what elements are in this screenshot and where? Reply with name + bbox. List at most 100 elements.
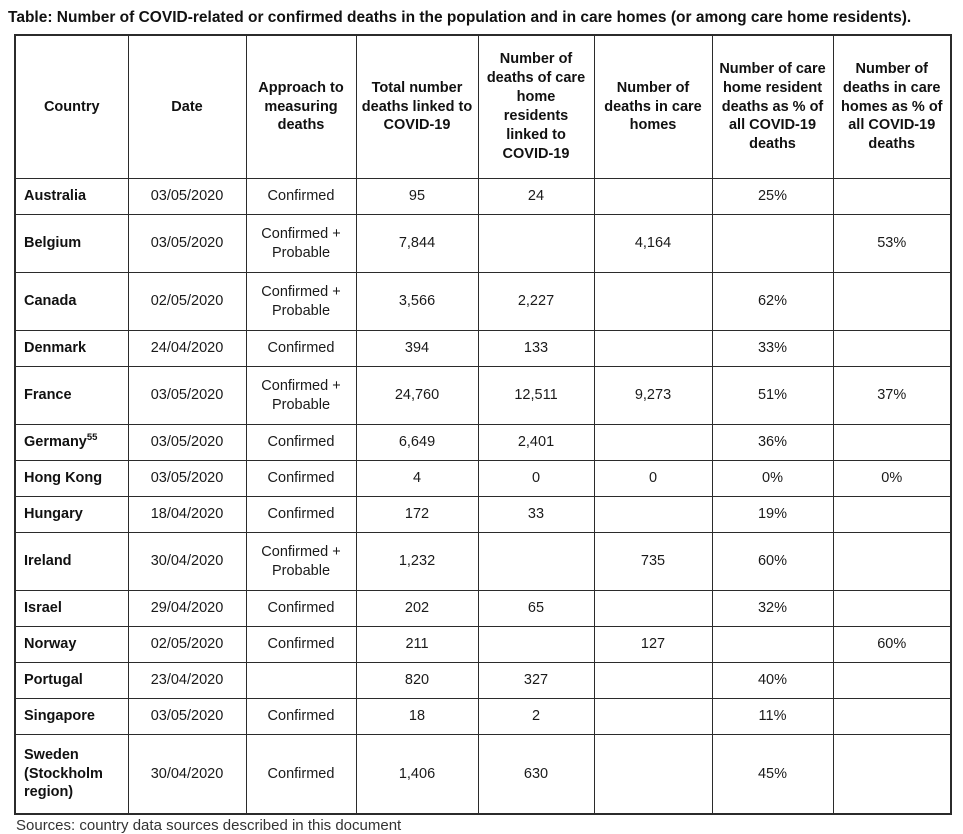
country-name: Ireland	[24, 553, 72, 570]
deaths-in-care-homes-cell	[593, 496, 713, 533]
table-row: France 03/05/2020 Confirmed + Probable 2…	[14, 366, 952, 425]
country-cell: Denmark	[14, 330, 129, 367]
care-home-resident-deaths-cell: 33	[477, 496, 595, 533]
approach-cell	[245, 662, 357, 699]
country-cell: Hungary	[14, 496, 129, 533]
resident-deaths-pct-cell: 33%	[711, 330, 834, 367]
page-title: Table: Number of COVID-related or confir…	[8, 9, 912, 26]
date-cell: 29/04/2020	[127, 590, 247, 627]
approach-cell: Confirmed + Probable	[245, 272, 357, 331]
deaths-in-care-homes-cell	[593, 178, 713, 215]
care-home-deaths-pct-cell	[832, 272, 952, 331]
country-cell: France	[14, 366, 129, 425]
date-cell: 30/04/2020	[127, 532, 247, 591]
care-home-resident-deaths-cell	[477, 214, 595, 273]
country-cell: Germany55	[14, 424, 129, 461]
deaths-in-care-homes-cell	[593, 330, 713, 367]
country-cell: Israel	[14, 590, 129, 627]
country-name: Singapore	[24, 708, 95, 725]
country-name: Israel	[24, 600, 62, 617]
resident-deaths-pct-cell: 32%	[711, 590, 834, 627]
approach-cell: Confirmed	[245, 626, 357, 663]
country-cell: Norway	[14, 626, 129, 663]
resident-deaths-pct-cell: 60%	[711, 532, 834, 591]
table-row: Australia 03/05/2020 Confirmed 95 24 25%	[14, 178, 952, 215]
country-cell: Singapore	[14, 698, 129, 735]
care-home-deaths-pct-cell: 37%	[832, 366, 952, 425]
column-header-0: Country	[14, 34, 129, 179]
care-home-resident-deaths-cell	[477, 626, 595, 663]
country-cell: Canada	[14, 272, 129, 331]
care-home-resident-deaths-cell: 12,511	[477, 366, 595, 425]
date-cell: 02/05/2020	[127, 626, 247, 663]
total-deaths-cell: 24,760	[355, 366, 479, 425]
table-row: Belgium 03/05/2020 Confirmed + Probable …	[14, 214, 952, 273]
care-home-deaths-pct-cell: 0%	[832, 460, 952, 497]
column-header-3: Total number deaths linked to COVID-19	[355, 34, 479, 179]
resident-deaths-pct-cell: 25%	[711, 178, 834, 215]
country-name: Hong Kong	[24, 470, 103, 487]
country-cell: Belgium	[14, 214, 129, 273]
country-cell: Portugal	[14, 662, 129, 699]
date-cell: 02/05/2020	[127, 272, 247, 331]
deaths-in-care-homes-cell: 127	[593, 626, 713, 663]
resident-deaths-pct-cell: 45%	[711, 734, 834, 815]
total-deaths-cell: 394	[355, 330, 479, 367]
date-cell: 18/04/2020	[127, 496, 247, 533]
deaths-in-care-homes-cell	[593, 272, 713, 331]
approach-cell: Confirmed	[245, 424, 357, 461]
care-home-resident-deaths-cell: 327	[477, 662, 595, 699]
column-header-1: Date	[127, 34, 247, 179]
care-home-deaths-pct-cell	[832, 590, 952, 627]
care-home-deaths-pct-cell: 53%	[832, 214, 952, 273]
care-home-resident-deaths-cell: 2	[477, 698, 595, 735]
table-row: Hungary 18/04/2020 Confirmed 172 33 19%	[14, 496, 952, 533]
table-row: Canada 02/05/2020 Confirmed + Probable 3…	[14, 272, 952, 331]
approach-cell: Confirmed	[245, 590, 357, 627]
deaths-in-care-homes-cell	[593, 424, 713, 461]
resident-deaths-pct-cell: 51%	[711, 366, 834, 425]
deaths-in-care-homes-cell	[593, 698, 713, 735]
care-home-deaths-pct-cell	[832, 496, 952, 533]
resident-deaths-pct-cell: 11%	[711, 698, 834, 735]
header-row: Country Date Approach to measuring deaths T…	[14, 34, 952, 179]
approach-cell: Confirmed	[245, 734, 357, 815]
care-home-resident-deaths-cell: 2,401	[477, 424, 595, 461]
approach-cell: Confirmed + Probable	[245, 532, 357, 591]
country-name: Portugal	[24, 672, 83, 689]
country-name: Denmark	[24, 340, 87, 357]
total-deaths-cell: 7,844	[355, 214, 479, 273]
care-home-deaths-pct-cell	[832, 424, 952, 461]
deaths-in-care-homes-cell	[593, 734, 713, 815]
care-home-deaths-pct-cell	[832, 734, 952, 815]
care-home-deaths-pct-cell	[832, 532, 952, 591]
deaths-in-care-homes-cell: 4,164	[593, 214, 713, 273]
total-deaths-cell: 1,232	[355, 532, 479, 591]
date-cell: 03/05/2020	[127, 460, 247, 497]
date-cell: 03/05/2020	[127, 424, 247, 461]
resident-deaths-pct-cell: 40%	[711, 662, 834, 699]
total-deaths-cell: 6,649	[355, 424, 479, 461]
care-home-resident-deaths-cell: 0	[477, 460, 595, 497]
care-home-deaths-pct-cell	[832, 698, 952, 735]
country-cell: Australia	[14, 178, 129, 215]
care-home-deaths-pct-cell	[832, 178, 952, 215]
care-home-resident-deaths-cell	[477, 532, 595, 591]
country-cell: Hong Kong	[14, 460, 129, 497]
total-deaths-cell: 18	[355, 698, 479, 735]
total-deaths-cell: 172	[355, 496, 479, 533]
column-header-4: Number of deaths of care home residents …	[477, 34, 595, 179]
country-name: Norway	[24, 636, 77, 653]
country-name: Canada	[24, 293, 77, 310]
total-deaths-cell: 202	[355, 590, 479, 627]
table-row: Sweden (Stockholm region) 30/04/2020 Con…	[14, 734, 952, 815]
table-body: Australia 03/05/2020 Confirmed 95 24 25%…	[14, 178, 952, 815]
approach-cell: Confirmed	[245, 460, 357, 497]
deaths-in-care-homes-cell: 0	[593, 460, 713, 497]
total-deaths-cell: 4	[355, 460, 479, 497]
date-cell: 03/05/2020	[127, 698, 247, 735]
date-cell: 30/04/2020	[127, 734, 247, 815]
approach-cell: Confirmed + Probable	[245, 366, 357, 425]
column-header-5: Number of deaths in care homes	[593, 34, 713, 179]
resident-deaths-pct-cell: 62%	[711, 272, 834, 331]
